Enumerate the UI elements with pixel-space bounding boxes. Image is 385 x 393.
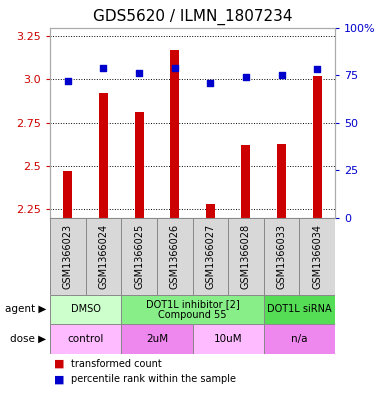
Text: 2uM: 2uM — [146, 334, 168, 344]
Text: GSM1366026: GSM1366026 — [170, 224, 180, 289]
Bar — [99, 94, 108, 218]
Bar — [264, 295, 335, 324]
Text: DMSO: DMSO — [71, 305, 100, 314]
Bar — [241, 145, 250, 218]
Text: 10uM: 10uM — [214, 334, 243, 344]
Bar — [192, 218, 228, 295]
Bar — [228, 218, 264, 295]
Point — [65, 78, 71, 84]
Point — [100, 64, 107, 71]
Bar — [170, 50, 179, 218]
Bar — [50, 295, 121, 324]
Bar — [264, 324, 335, 354]
Text: ■: ■ — [54, 358, 64, 369]
Text: agent ▶: agent ▶ — [5, 305, 46, 314]
Text: control: control — [67, 334, 104, 344]
Text: n/a: n/a — [291, 334, 308, 344]
Point — [278, 72, 285, 78]
Bar — [313, 76, 321, 218]
Text: ■: ■ — [54, 374, 64, 384]
Bar — [121, 218, 157, 295]
Point — [314, 66, 320, 73]
Bar — [121, 295, 264, 324]
Text: GSM1366025: GSM1366025 — [134, 224, 144, 289]
Bar — [50, 324, 121, 354]
Text: DOT1L inhibitor [2]
Compound 55: DOT1L inhibitor [2] Compound 55 — [146, 299, 239, 320]
Title: GDS5620 / ILMN_1807234: GDS5620 / ILMN_1807234 — [93, 9, 292, 25]
Text: transformed count: transformed count — [71, 358, 162, 369]
Bar — [85, 218, 121, 295]
Text: DOT1L siRNA: DOT1L siRNA — [267, 305, 331, 314]
Point — [207, 80, 213, 86]
Text: GSM1366033: GSM1366033 — [276, 224, 286, 289]
Bar — [277, 143, 286, 218]
Text: dose ▶: dose ▶ — [10, 334, 46, 344]
Text: GSM1366034: GSM1366034 — [312, 224, 322, 289]
Text: GSM1366028: GSM1366028 — [241, 224, 251, 289]
Text: GSM1366027: GSM1366027 — [205, 224, 215, 289]
Bar — [64, 171, 72, 218]
Bar — [157, 218, 192, 295]
Point — [172, 64, 178, 71]
Point — [136, 70, 142, 76]
Text: GSM1366023: GSM1366023 — [63, 224, 73, 289]
Bar — [300, 218, 335, 295]
Bar — [206, 204, 215, 218]
Bar — [121, 324, 192, 354]
Point — [243, 74, 249, 80]
Text: percentile rank within the sample: percentile rank within the sample — [71, 374, 236, 384]
Bar — [192, 324, 264, 354]
Bar — [135, 112, 144, 218]
Text: GSM1366024: GSM1366024 — [99, 224, 109, 289]
Bar — [264, 218, 300, 295]
Bar — [50, 218, 85, 295]
